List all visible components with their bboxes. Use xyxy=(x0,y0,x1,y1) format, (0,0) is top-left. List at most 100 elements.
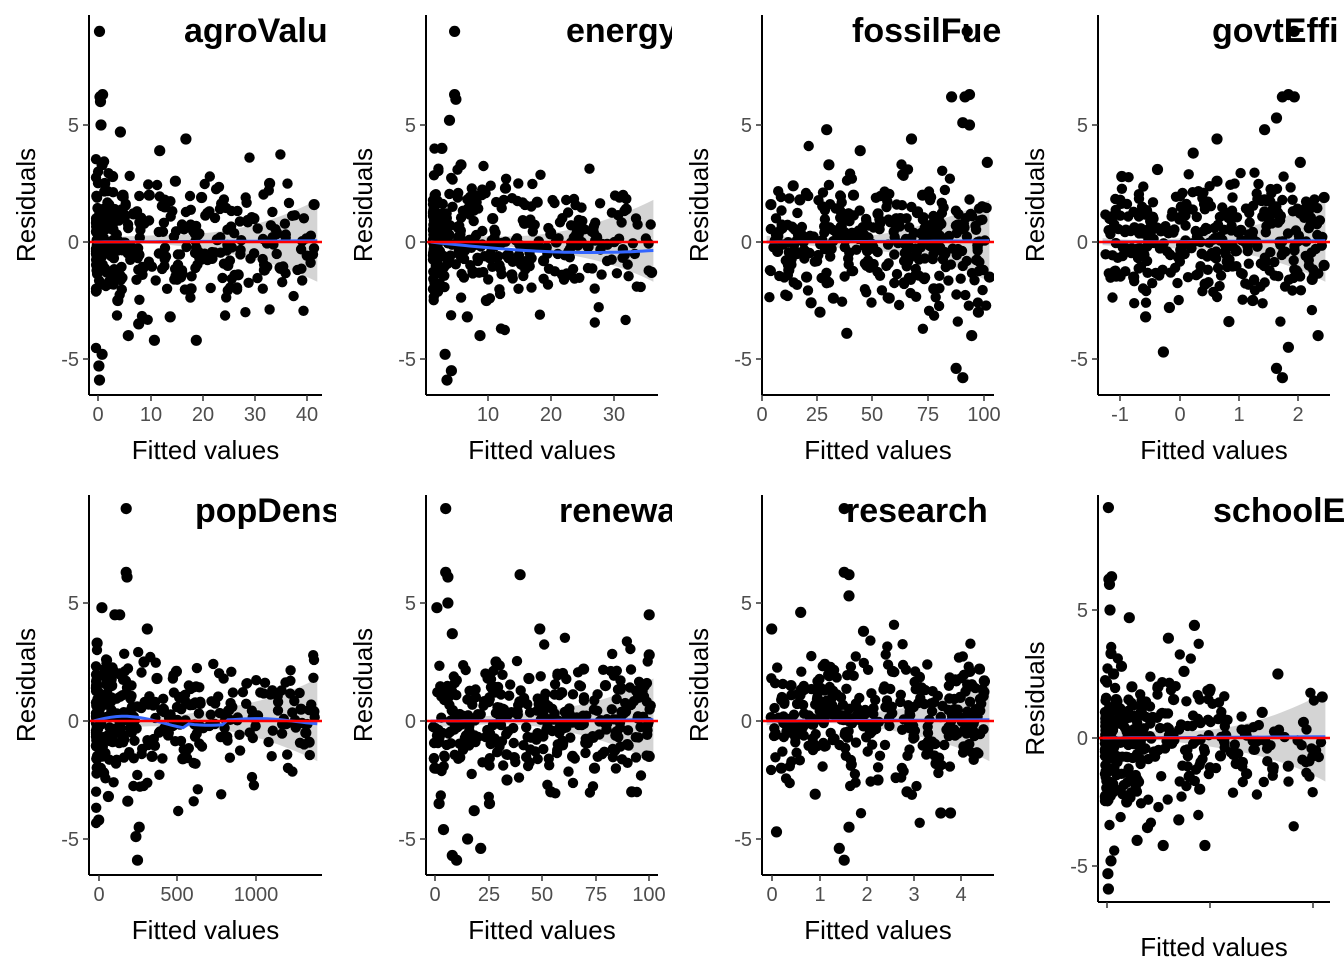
data-point xyxy=(222,259,234,271)
data-point xyxy=(914,817,925,828)
data-point xyxy=(1277,194,1288,206)
data-point xyxy=(576,719,587,731)
data-point xyxy=(490,656,502,668)
x-tick-label: 3 xyxy=(908,884,919,906)
data-point xyxy=(901,261,912,272)
data-point xyxy=(133,318,145,330)
data-point xyxy=(200,210,211,221)
data-point xyxy=(983,271,994,283)
x-tick-label: 0 xyxy=(429,884,440,906)
data-point xyxy=(594,198,606,209)
data-point xyxy=(823,159,835,171)
data-point xyxy=(215,731,226,743)
data-point xyxy=(922,659,933,670)
data-point xyxy=(1163,228,1174,239)
data-point xyxy=(234,216,246,227)
data-point xyxy=(468,215,479,227)
panel-title: fossilFue xyxy=(852,12,1001,50)
data-point xyxy=(819,205,831,216)
data-point xyxy=(1192,713,1204,724)
data-point xyxy=(775,762,787,774)
data-point xyxy=(130,831,142,843)
data-point xyxy=(121,571,133,583)
data-point xyxy=(462,203,473,214)
data-point xyxy=(937,165,948,176)
data-point xyxy=(571,223,582,234)
data-point xyxy=(1297,754,1308,765)
data-point xyxy=(138,217,150,229)
data-point xyxy=(1109,845,1120,856)
data-point xyxy=(485,180,496,191)
data-point xyxy=(1207,698,1218,709)
data-point xyxy=(450,93,462,105)
x-tick-label: 40 xyxy=(296,404,318,426)
data-point xyxy=(210,184,222,195)
data-point xyxy=(1225,179,1236,190)
data-point xyxy=(480,294,492,307)
residual-panel-5: -5 0 5 0 500 1000 Fitted values Residuals popDen… xyxy=(11,492,336,945)
data-point xyxy=(965,638,976,649)
data-point xyxy=(1182,272,1194,283)
data-point xyxy=(527,226,538,237)
data-point xyxy=(1147,278,1158,289)
data-point xyxy=(842,670,853,681)
data-point xyxy=(1193,186,1204,197)
data-point xyxy=(295,244,307,255)
data-point xyxy=(870,694,881,706)
data-point xyxy=(821,124,833,136)
smooth-line xyxy=(430,240,654,254)
data-point xyxy=(151,672,163,685)
data-point xyxy=(776,222,788,234)
data-point xyxy=(1143,223,1155,234)
data-point xyxy=(526,282,537,293)
data-point xyxy=(294,687,305,699)
y-tick-label: 5 xyxy=(741,593,752,615)
data-point xyxy=(108,777,119,788)
data-point xyxy=(917,323,929,334)
x-tick-label: 100 xyxy=(632,884,665,906)
data-point xyxy=(1107,715,1118,726)
data-point xyxy=(964,665,976,678)
data-point xyxy=(933,767,944,779)
data-point xyxy=(934,215,945,227)
data-point xyxy=(477,225,488,237)
data-point xyxy=(972,306,985,318)
data-point xyxy=(1132,737,1143,749)
data-point xyxy=(282,178,293,189)
data-point xyxy=(1109,682,1121,694)
data-point xyxy=(272,705,284,716)
data-point xyxy=(814,697,826,709)
data-point xyxy=(1199,839,1211,852)
residual-panel-2: -5 0 5 10 20 30 Fitted values Residuals energy xyxy=(348,12,672,465)
data-point xyxy=(1172,277,1183,289)
data-point xyxy=(599,746,610,757)
data-point xyxy=(525,744,536,755)
data-point xyxy=(534,623,546,635)
data-point xyxy=(896,772,907,783)
data-point xyxy=(190,334,202,346)
data-point xyxy=(184,190,196,202)
data-point xyxy=(883,292,895,304)
data-point xyxy=(150,275,161,286)
data-point xyxy=(275,149,286,160)
data-point xyxy=(1247,231,1258,243)
data-point xyxy=(765,199,777,211)
data-point xyxy=(484,692,495,703)
data-point xyxy=(142,735,153,746)
data-point xyxy=(159,201,171,213)
data-point xyxy=(114,609,126,621)
data-point xyxy=(143,179,154,190)
data-point xyxy=(154,191,165,202)
data-point xyxy=(93,703,105,714)
data-point xyxy=(630,732,641,743)
data-point xyxy=(544,760,555,771)
data-point xyxy=(970,220,981,232)
data-point xyxy=(509,752,520,763)
data-point xyxy=(512,709,523,720)
y-tick-label: 0 xyxy=(68,711,79,733)
data-point xyxy=(117,690,128,701)
data-point xyxy=(928,241,939,252)
data-point xyxy=(1287,285,1298,296)
data-point xyxy=(549,197,560,209)
data-point xyxy=(621,193,632,205)
